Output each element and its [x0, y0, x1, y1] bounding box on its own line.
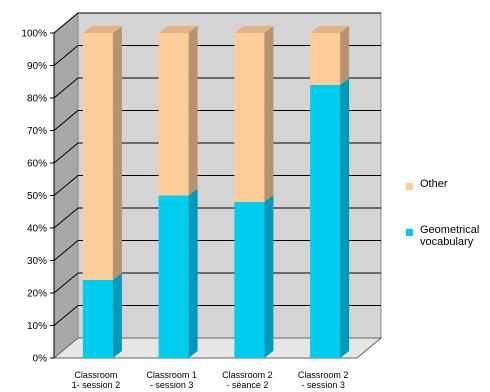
gridline-side: [53, 142, 79, 164]
legend-label-other: Other: [420, 178, 448, 190]
x-category-label: Classroom 1- session 3: [146, 370, 197, 390]
y-tick-label: 10%: [27, 321, 47, 332]
bar-other: [82, 33, 113, 280]
bar-other: [310, 33, 341, 85]
gridline-side: [53, 12, 79, 34]
gridline-side: [53, 272, 79, 294]
bar-side-geometrical-vocabulary: [188, 188, 198, 358]
bar-top-other: [234, 26, 274, 33]
x-category-label: Classroom 1- session 2: [72, 370, 121, 390]
gridline-side: [53, 77, 79, 99]
y-tick-label: 20%: [27, 289, 47, 300]
bar-geometrical-vocabulary: [158, 195, 189, 358]
y-tick-label: 90%: [27, 61, 47, 72]
bar-top-other: [82, 26, 122, 33]
y-tick-label: 70%: [27, 126, 47, 137]
bar-other: [234, 33, 265, 202]
gridline-side: [53, 305, 79, 326]
bar-geometrical-vocabulary: [82, 280, 113, 358]
legend-item-geometrical-vocabulary: Geometrical vocabulary: [403, 224, 490, 252]
x-category-label: Classroom 2- session 3: [298, 370, 349, 390]
y-tick-label: 40%: [27, 224, 47, 235]
gridline-side: [53, 175, 79, 196]
bar-top-other: [310, 26, 350, 33]
gridline-side: [53, 207, 79, 229]
y-tick-label: 80%: [27, 94, 47, 105]
bar-top-other: [158, 26, 198, 33]
legend-swatch-other: [406, 183, 413, 190]
gridline-side: [53, 240, 79, 261]
bar-geometrical-vocabulary: [310, 85, 341, 358]
bar-side-geometrical-vocabulary: [264, 195, 274, 358]
y-tick-label: 30%: [27, 256, 47, 267]
bar-side-other: [112, 26, 122, 280]
bar-side-other: [264, 26, 274, 202]
y-tick-label: 60%: [27, 159, 47, 170]
bar-geometrical-vocabulary: [234, 202, 265, 358]
gridline-side: [53, 45, 79, 66]
y-tick-label: 50%: [27, 191, 47, 202]
bar-side-other: [188, 26, 198, 196]
legend-swatch-geometrical-vocabulary: [406, 229, 413, 236]
x-category-label: Classroom 2- séance 2: [222, 370, 273, 390]
bar-side-other: [340, 26, 350, 85]
y-tick-label: 100%: [21, 29, 47, 40]
chart-legend: Other Geometrical vocabulary: [403, 178, 490, 270]
legend-item-other: Other: [403, 178, 490, 206]
bar-side-geometrical-vocabulary: [112, 273, 122, 358]
y-tick-label: 0%: [33, 354, 48, 365]
gridline-side: [53, 110, 79, 131]
bar-side-geometrical-vocabulary: [340, 78, 350, 358]
legend-label-geometrical-vocabulary: Geometrical vocabulary: [420, 224, 480, 248]
bar-other: [158, 33, 189, 196]
